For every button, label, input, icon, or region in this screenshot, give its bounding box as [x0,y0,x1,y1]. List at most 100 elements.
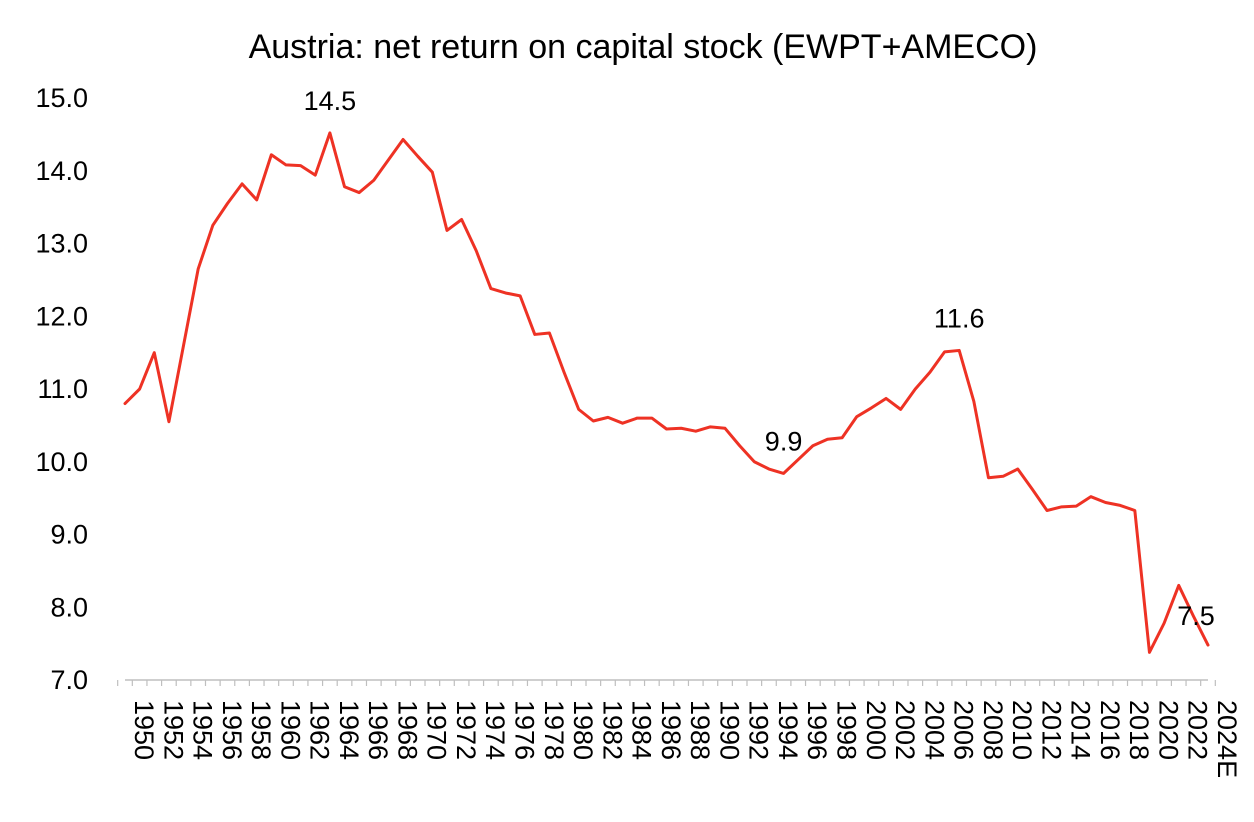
data-point [577,407,581,411]
data-point [665,427,669,431]
x-tick-label: 1964 [334,700,364,760]
data-point [884,396,888,400]
data-point [796,458,800,462]
x-tick-label: 1958 [246,700,276,760]
y-tick-label: 15.0 [35,83,88,113]
x-tick-label: 1960 [275,700,305,760]
data-point [1177,583,1181,587]
data-point [152,351,156,355]
data-point [167,420,171,424]
x-tick-label: 2012 [1036,700,1066,760]
data-point [1016,467,1020,471]
data-point [196,267,200,271]
data-label: 14.5 [304,86,357,116]
x-tick-label: 2020 [1153,700,1183,760]
data-point [1001,474,1005,478]
data-point [225,201,229,205]
x-tick-label: 2024E [1212,700,1242,778]
data-point [1118,503,1122,507]
data-point [416,154,420,158]
x-tick-label: 2018 [1124,700,1154,760]
data-label: 7.5 [1177,601,1215,631]
data-point [694,429,698,433]
y-tick-label: 11.0 [37,374,88,404]
data-point [1162,621,1166,625]
x-tick-label: 2004 [919,700,949,760]
x-tick-label: 1986 [656,700,686,760]
x-tick-label: 1952 [158,700,188,760]
data-point [650,416,654,420]
y-tick-label: 9.0 [50,520,88,550]
data-label: 9.9 [765,426,803,456]
data-point [343,185,347,189]
x-tick-label: 2010 [1007,700,1037,760]
data-point [1206,643,1210,647]
x-tick-label: 1974 [480,700,510,760]
data-point [1104,500,1108,504]
x-tick-label: 1980 [568,700,598,760]
x-tick-label: 2022 [1183,700,1213,760]
x-axis: 1950 1952 1954 1956 1958 1960 1962 1964 1966 1968… [117,679,1242,778]
data-point [269,153,273,157]
data-point [547,331,551,335]
x-tick-label: 2014 [1066,700,1096,760]
data-point [123,402,127,406]
data-point [1133,508,1137,512]
data-point [825,437,829,441]
x-tick-label: 1976 [510,700,540,760]
x-tick-label: 1962 [305,700,335,760]
data-point [913,387,917,391]
y-axis: 7.0 8.0 9.0 10.0 11.0 12.0 13.0 14.0 15.0 [35,83,88,695]
chart-title: Austria: net return on capital stock (EW… [249,28,1038,66]
data-point [782,471,786,475]
x-tick-label: 1992 [744,700,774,760]
data-point [1074,504,1078,508]
data-point [1147,650,1151,654]
x-tick-label: 1972 [451,700,481,760]
x-tick-label: 2006 [949,700,979,760]
x-tick-label: 1996 [802,700,832,760]
data-point [811,444,815,448]
series-group [123,131,1210,654]
data-point [606,415,610,419]
x-tick-label: 1968 [392,700,422,760]
data-point [869,406,873,410]
data-point [1045,508,1049,512]
data-point [591,419,595,423]
data-point [313,173,317,177]
data-point [986,476,990,480]
y-tick-label: 12.0 [35,301,88,331]
data-point [518,294,522,298]
data-point [430,170,434,174]
x-tick-label: 2008 [978,700,1008,760]
data-point [357,191,361,195]
data-labels: 14.5 9.9 11.6 7.5 [304,86,1215,631]
data-point [562,370,566,374]
x-tick-label: 1970 [422,700,452,760]
y-tick-label: 10.0 [35,447,88,477]
x-tick-label: 1978 [539,700,569,760]
x-tick-label: 2000 [861,700,891,760]
data-point [621,421,625,425]
data-point [899,407,903,411]
data-point [533,332,537,336]
y-tick-label: 13.0 [35,229,88,259]
data-point [211,223,215,227]
data-point [635,416,639,420]
series-line [123,131,1210,654]
y-tick-label: 7.0 [50,665,88,695]
data-point [182,343,186,347]
data-point [504,291,508,295]
data-point [386,158,390,162]
data-point [708,425,712,429]
data-point [474,249,478,253]
data-point [679,426,683,430]
data-point [767,467,771,471]
data-point [723,426,727,430]
data-point [943,350,947,354]
x-tick-label: 1966 [363,700,393,760]
x-tick-label: 1956 [217,700,247,760]
data-point [1030,487,1034,491]
data-point [255,198,259,202]
x-tick-label: 1998 [831,700,861,760]
